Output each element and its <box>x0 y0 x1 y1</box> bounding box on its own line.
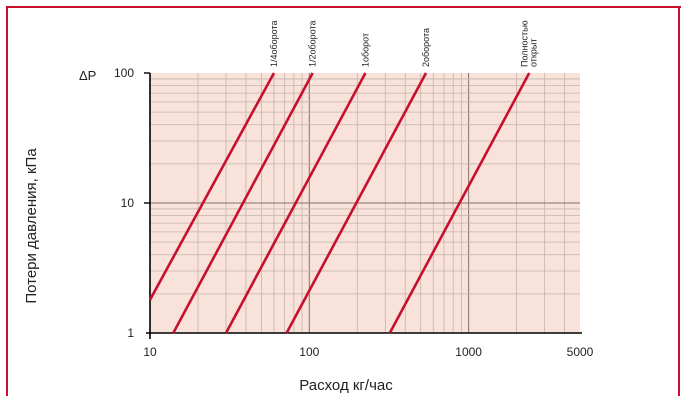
grid <box>150 73 580 333</box>
series-line <box>172 72 314 334</box>
axes <box>144 72 582 339</box>
frame-border-top <box>6 6 681 8</box>
series-label: открыт <box>529 39 539 67</box>
y-tick-label: 100 <box>114 66 134 80</box>
series-line <box>388 72 531 334</box>
x-tick-label: 100 <box>299 345 319 359</box>
series-label: 1/4оборота <box>269 20 279 67</box>
y-axis-label: Потери давления, кПа <box>23 148 40 304</box>
x-axis-label: Расход кг/час <box>299 377 393 394</box>
y-tick-label: 10 <box>121 196 135 210</box>
series-label: Полностью <box>520 20 530 67</box>
series-lines <box>148 72 531 334</box>
series-line <box>285 72 428 334</box>
series-label: 2оборота <box>421 28 431 67</box>
y-axis-symbol: ΔP <box>79 68 96 83</box>
frame-border-right <box>678 6 680 396</box>
series-line <box>148 72 276 301</box>
x-tick-label: 1000 <box>455 345 482 359</box>
y-tick-label: 1 <box>127 326 134 340</box>
series-line <box>224 72 367 334</box>
series-labels: 1/4оборота 1/2оборота 1оборот 2оборота Полно… <box>269 20 539 67</box>
tick-labels: 10 100 1000 5000 1 10 100 <box>114 66 594 359</box>
frame-border-left <box>6 6 8 396</box>
x-tick-label: 10 <box>143 345 157 359</box>
series-label: 1/2оборота <box>308 20 318 67</box>
series-label: 1оборот <box>360 33 370 67</box>
x-tick-label: 5000 <box>567 345 594 359</box>
